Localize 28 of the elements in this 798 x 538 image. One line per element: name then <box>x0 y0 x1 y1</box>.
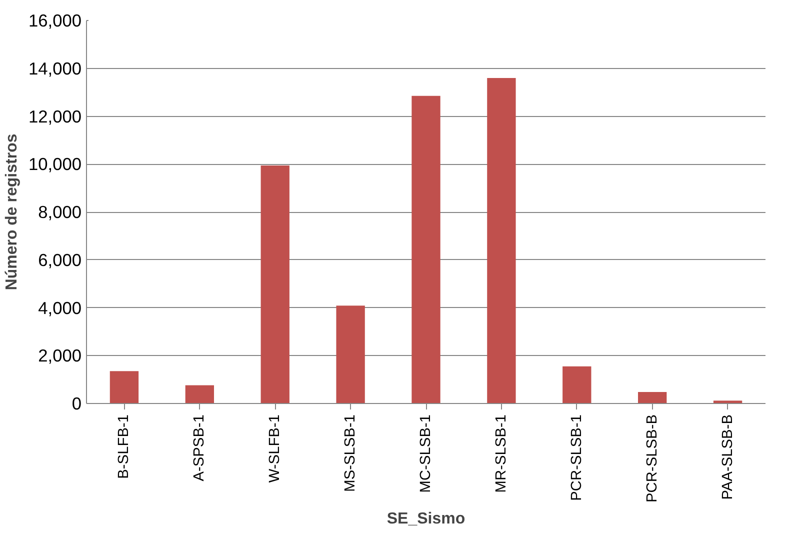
x-tick-label: W-SLFB-1 <box>267 414 284 483</box>
bar <box>562 366 592 404</box>
y-tick-label: 6,000 <box>38 250 82 270</box>
y-tick-label: 8,000 <box>38 202 82 222</box>
y-tick-label: 0 <box>72 394 82 414</box>
x-tick-label: PAA-SLSB-B <box>720 414 736 500</box>
x-tick-label: MC-SLSB-1 <box>418 414 434 493</box>
y-tick-label: 4,000 <box>38 298 82 318</box>
y-tick-label: 10,000 <box>28 154 82 174</box>
x-axis-title: SE_Sismo <box>386 510 466 528</box>
x-tick-label: MR-SLSB-1 <box>493 414 510 493</box>
y-tick-label: 16,000 <box>28 10 82 30</box>
x-tick-label: PCR-SLSB-1 <box>568 414 585 501</box>
bar <box>185 385 214 404</box>
y-tick-label: 2,000 <box>38 346 82 366</box>
y-axis-title: Número de registros <box>4 134 20 290</box>
bar <box>110 371 139 404</box>
bar <box>638 392 667 404</box>
x-tick-label: A-SPSB-1 <box>192 414 208 482</box>
bar <box>412 96 440 404</box>
bar <box>487 78 516 404</box>
x-tick-label: MS-SLSB-1 <box>342 414 359 492</box>
bar <box>260 166 290 404</box>
y-tick-label: 14,000 <box>28 58 82 78</box>
x-tick-label: PCR-SLSB-B <box>644 414 660 502</box>
y-tick-label: 12,000 <box>28 106 82 126</box>
bar <box>336 306 365 404</box>
x-tick-label: B-SLFB-1 <box>116 414 132 479</box>
